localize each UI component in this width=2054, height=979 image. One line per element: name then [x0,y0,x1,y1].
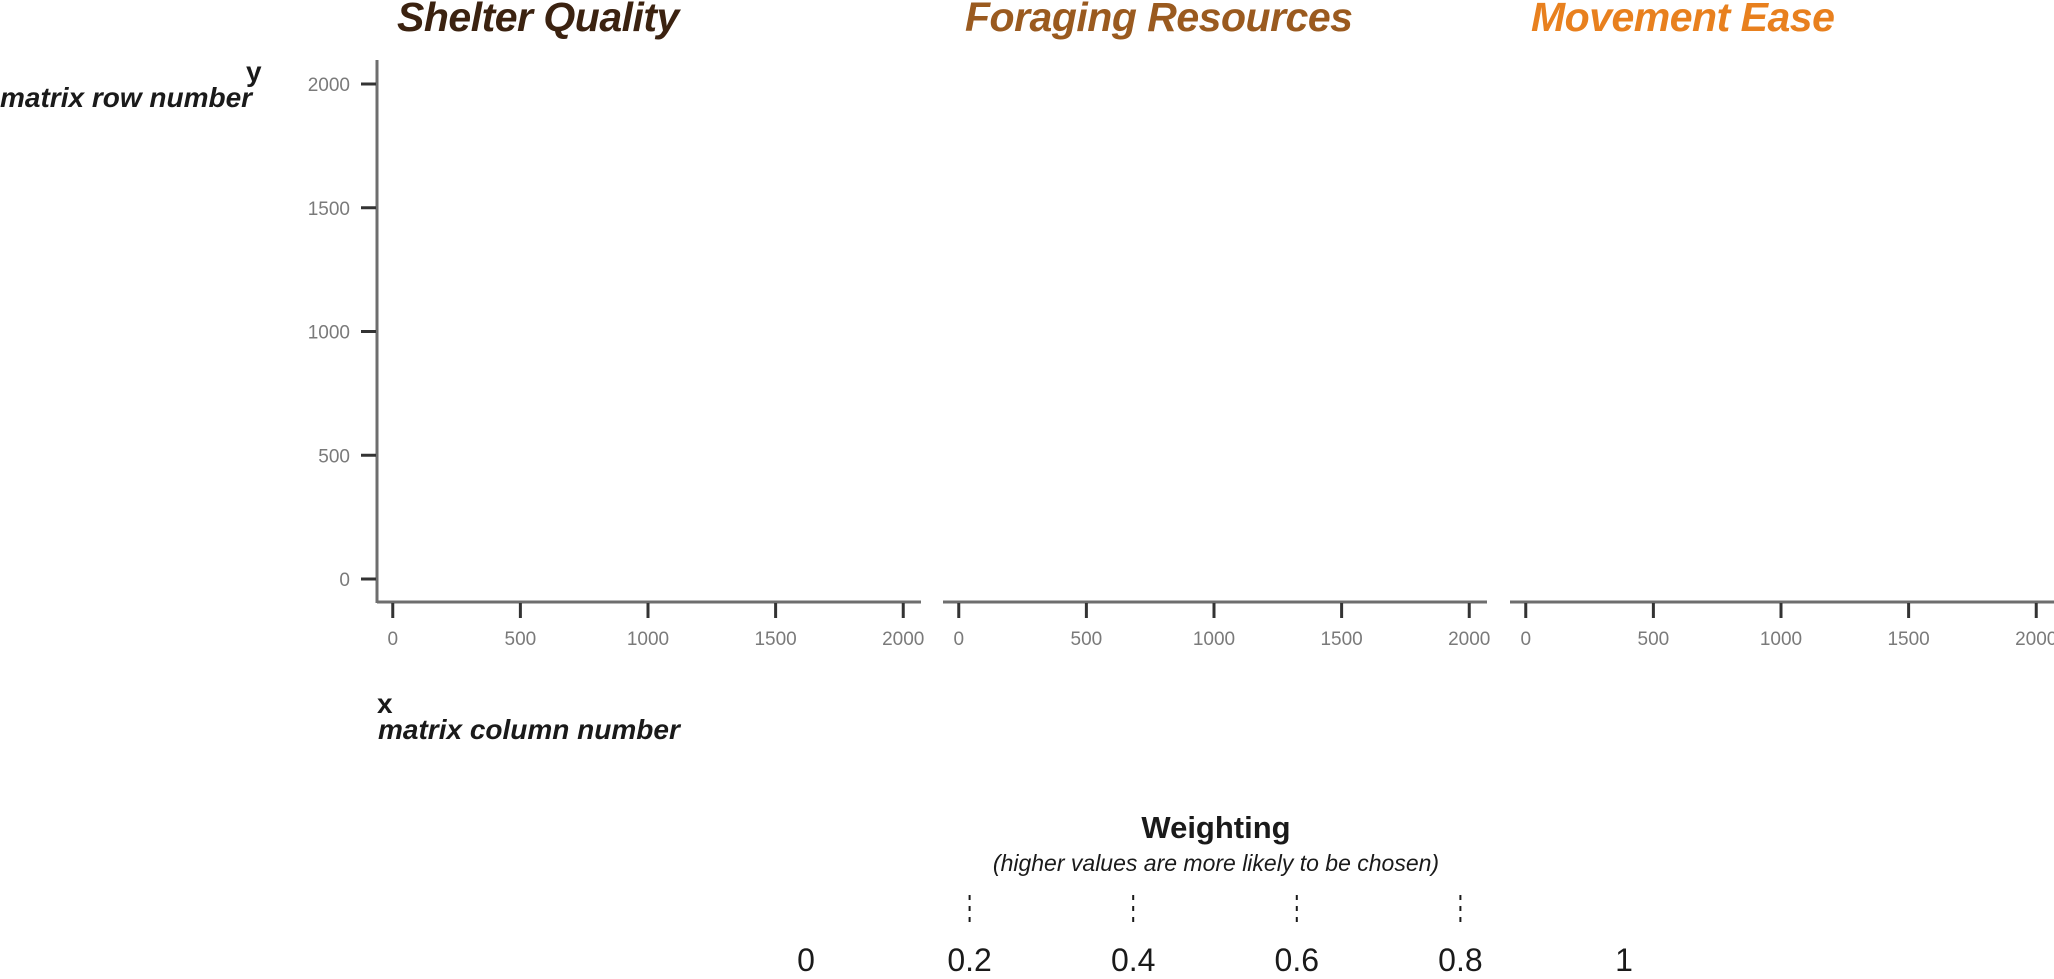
legend-label-0-4: 0.4 [1110,942,1156,978]
x-tick-label-panel-3-1500: 1500 [1887,629,1929,650]
x-axis-letter: x [377,688,393,719]
legend-label-1: 1 [1615,942,1633,978]
y-tick-label-1000: 1000 [308,323,350,344]
x-tick-label-panel-2-2000: 2000 [1448,629,1490,650]
x-axis-label: matrix column number [378,714,680,745]
x-tick-label-panel-3-1000: 1000 [1760,629,1802,650]
x-tick-label-panel-3-0: 0 [1520,629,1531,650]
y-tick-label-1500: 1500 [308,199,350,220]
y-tick-label-0: 0 [339,570,350,591]
x-tick-label-panel-2-1500: 1500 [1320,629,1362,650]
legend-label-0-6: 0.6 [1274,942,1320,978]
x-tick-label-panel-2-500: 500 [1071,629,1103,650]
x-tick-label-panel-2-1000: 1000 [1193,629,1235,650]
legend-title: Weighting [1141,810,1291,845]
x-tick-label-panel-3-2000: 2000 [2015,629,2054,650]
legend-label-0: 0 [797,942,815,978]
x-tick-label-panel-1-0: 0 [387,629,398,650]
x-tick-label-panel-3-500: 500 [1638,629,1670,650]
y-tick-label-500: 500 [318,446,350,467]
legend-subtitle: (higher values are more likely to be cho… [992,850,1440,876]
x-tick-label-panel-2-0: 0 [953,629,964,650]
panel-title-foraging-resources: Foraging Resources [965,0,1353,40]
x-tick-label-panel-1-2000: 2000 [882,629,924,650]
y-tick-label-2000: 2000 [308,75,350,96]
legend-label-0-8: 0.8 [1438,942,1483,978]
y-axis-letter: y [246,56,262,87]
x-tick-label-panel-1-1500: 1500 [754,629,796,650]
panel-title-shelter-quality: Shelter Quality [397,0,679,40]
x-tick-label-panel-1-500: 500 [505,629,537,650]
panel-title-movement-ease: Movement Ease [1531,0,1835,40]
x-tick-label-panel-1-1000: 1000 [627,629,669,650]
legend-label-0-2: 0.2 [947,942,992,978]
y-axis-label: matrix row number [0,82,253,113]
